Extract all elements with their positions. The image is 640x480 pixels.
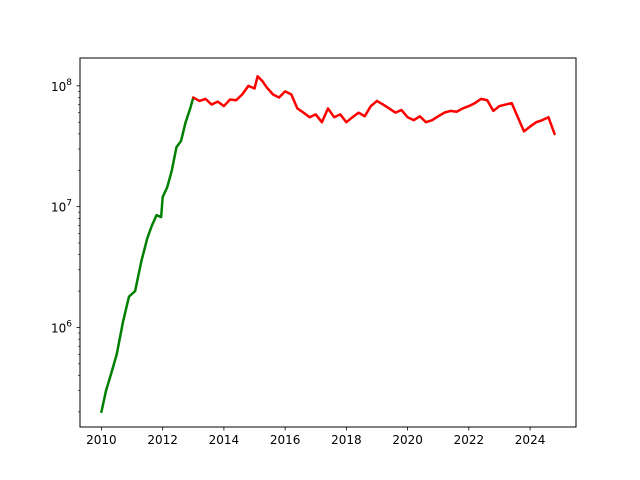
- y-tick-label: 107: [51, 199, 72, 215]
- x-tick-label: 2018: [331, 433, 362, 447]
- x-tick-label: 2014: [209, 433, 240, 447]
- y-axis: 106 107 108: [51, 78, 80, 413]
- x-axis: 2010 2012 2014 2016 2018 2020 2022 2024: [86, 427, 545, 447]
- series-layer: [100, 75, 556, 414]
- y-tick-label: 106: [51, 319, 72, 335]
- x-tick-label: 2012: [147, 433, 178, 447]
- x-tick-label: 2024: [515, 433, 546, 447]
- x-tick-label: 2016: [270, 433, 301, 447]
- axes-frame: [79, 57, 577, 428]
- x-tick-label: 2022: [454, 433, 485, 447]
- x-tick-label: 2010: [86, 433, 117, 447]
- series-line-1: [100, 96, 195, 414]
- y-tick-label: 108: [51, 78, 72, 94]
- x-tick-label: 2020: [392, 433, 423, 447]
- series-line-2: [192, 75, 556, 136]
